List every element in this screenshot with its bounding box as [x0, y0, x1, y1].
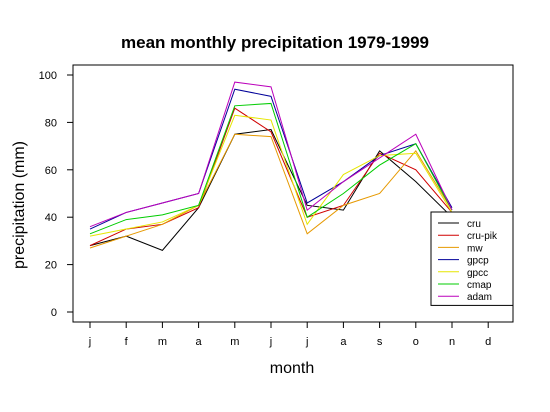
y-tick-label: 60: [45, 165, 57, 177]
y-tick-label: 40: [45, 212, 57, 224]
legend-label-gpcp: gpcp: [467, 256, 489, 267]
x-tick-label: a: [196, 336, 203, 348]
x-tick-label: m: [158, 336, 167, 348]
chart-title: mean monthly precipitation 1979-1999: [121, 33, 429, 52]
legend-label-adam: adam: [467, 292, 492, 303]
legend-label-cru-pik: cru-pik: [467, 231, 498, 242]
x-tick-label: f: [125, 336, 129, 348]
legend-label-cmap: cmap: [467, 280, 492, 291]
plot-frame: [72, 64, 514, 323]
legend-label-gpcc: gpcc: [467, 268, 488, 279]
legend-label-cru: cru: [467, 219, 481, 230]
series-line-cmap: [89, 102, 453, 235]
y-tick-label: 20: [45, 260, 57, 272]
x-tick-label: n: [449, 336, 455, 348]
x-tick-label: d: [485, 336, 491, 348]
x-tick-label: j: [305, 336, 308, 348]
y-tick-label: 100: [39, 70, 57, 82]
series-line-cru: [89, 128, 453, 251]
x-tick-label: o: [413, 336, 419, 348]
legend-box: [430, 211, 514, 306]
legend-label-mw: mw: [467, 243, 483, 254]
series-line-cru-pik: [89, 107, 453, 247]
series-layer: [89, 81, 453, 251]
x-tick-label: j: [269, 336, 272, 348]
x-tick-label: j: [88, 336, 91, 348]
x-tick-label: a: [340, 336, 347, 348]
series-line-mw: [89, 133, 453, 249]
y-axis-label: precipitation (mm): [11, 141, 28, 269]
y-axis: 0 20 40 60 80 100: [39, 70, 73, 319]
x-tick-label: m: [230, 336, 239, 348]
series-line-gpcc: [89, 114, 453, 237]
y-tick-label: 0: [51, 307, 57, 319]
series-line-adam: [89, 81, 453, 228]
y-tick-label: 80: [45, 117, 57, 129]
x-axis-label: month: [270, 360, 314, 377]
x-tick-label: s: [377, 336, 383, 348]
